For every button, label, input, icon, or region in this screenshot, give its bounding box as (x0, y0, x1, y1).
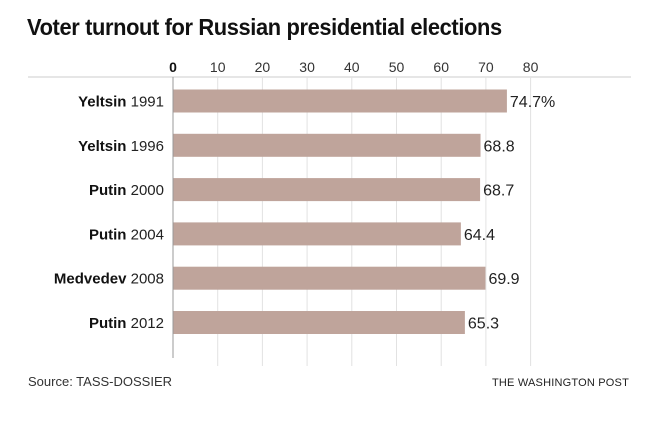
election-year: 1991 (131, 94, 164, 111)
source-note: Source: TASS-DOSSIER (28, 374, 173, 389)
x-tick-label: 80 (523, 59, 539, 75)
category-label: Medvedev 2008 (54, 271, 164, 288)
category-label: Putin 2004 (89, 226, 164, 243)
category-label: Yeltsin 1991 (78, 94, 164, 111)
x-tick-label: 0 (169, 59, 177, 75)
election-year: 2008 (131, 271, 164, 288)
value-label: 68.8 (484, 138, 515, 155)
x-tick-label: 70 (478, 59, 494, 75)
x-tick-label: 50 (389, 59, 405, 75)
bar (173, 311, 465, 334)
bar (173, 266, 486, 290)
x-tick-label: 40 (344, 59, 360, 75)
bar (173, 133, 481, 157)
chart-title: Voter turnout for Russian presidential e… (27, 14, 502, 40)
candidate-name: Yeltsin (78, 138, 131, 155)
category-label: Putin 2012 (89, 315, 164, 332)
x-tick-label: 60 (433, 59, 449, 75)
candidate-name: Medvedev (54, 271, 131, 288)
x-tick-label: 10 (210, 59, 226, 75)
election-year: 2000 (131, 182, 164, 199)
election-year: 1996 (131, 138, 164, 155)
bar (173, 222, 461, 246)
candidate-name: Putin (89, 226, 131, 243)
x-tick-label: 20 (255, 59, 271, 75)
election-year: 2004 (131, 226, 164, 243)
value-label: 74.7% (510, 94, 555, 111)
bar (173, 178, 481, 202)
category-label: Putin 2000 (89, 182, 164, 199)
category-label: Yeltsin 1996 (78, 138, 164, 155)
bar (173, 89, 507, 113)
publisher-credit: THE WASHINGTON POST (491, 377, 629, 389)
value-label: 64.4 (464, 227, 495, 244)
x-tick-label: 30 (299, 59, 315, 75)
value-label: 68.7 (483, 183, 514, 200)
election-year: 2012 (131, 315, 164, 332)
value-label: 69.9 (488, 271, 519, 288)
value-label: 65.3 (468, 316, 499, 333)
candidate-name: Putin (89, 315, 131, 332)
candidate-name: Yeltsin (78, 94, 131, 111)
candidate-name: Putin (89, 182, 131, 199)
